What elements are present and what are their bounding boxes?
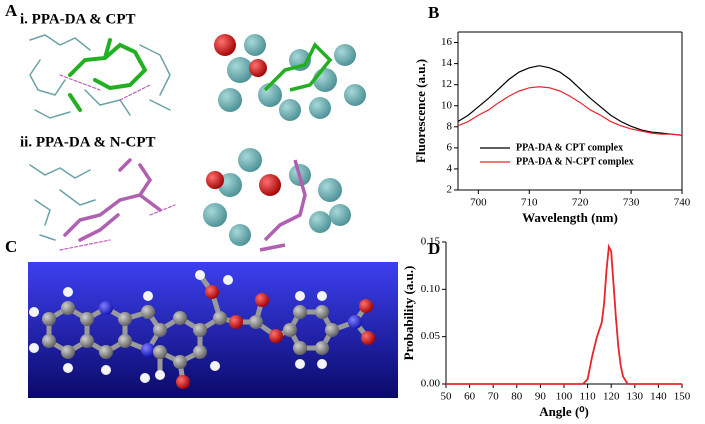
- panel-label: D: [428, 239, 440, 258]
- y-axis-label: Probability (a.u.): [401, 266, 416, 361]
- x-tick-label: 120: [603, 391, 620, 403]
- x-tick-label: 740: [674, 197, 691, 209]
- panel-label: B: [428, 3, 439, 22]
- molecule-ball-stick: [29, 270, 375, 389]
- y-tick-label: 2: [447, 184, 453, 196]
- caption: i. PPA-DA & CPT: [20, 11, 136, 27]
- y-tick-label: 8: [447, 120, 453, 132]
- x-tick-label: 60: [464, 391, 476, 403]
- y-tick-label: 10: [441, 99, 453, 111]
- x-tick-label: 700: [470, 197, 487, 209]
- x-tick-label: 80: [511, 391, 523, 403]
- x-tick-label: 150: [674, 391, 691, 403]
- x-tick-label: 130: [627, 391, 644, 403]
- panel-label: A: [5, 1, 18, 20]
- y-tick-label: 14: [441, 57, 453, 69]
- molecule-spheres: [214, 34, 366, 121]
- legend-label: PPA-DA & N-CPT complex: [516, 156, 634, 167]
- y-tick-label: 12: [441, 78, 452, 90]
- y-tick-label: 0.15: [421, 236, 441, 248]
- panel-label: C: [5, 237, 17, 256]
- x-tick-label: 50: [441, 391, 453, 403]
- data-line: [446, 243, 682, 385]
- x-tick-label: 70: [488, 391, 500, 403]
- x-tick-label: 720: [572, 197, 589, 209]
- molecule-spheres: [203, 148, 351, 252]
- x-tick-label: 140: [650, 391, 667, 403]
- y-tick-label: 0.10: [421, 283, 441, 295]
- x-tick-label: 100: [556, 391, 573, 403]
- x-tick-label: 710: [521, 197, 538, 209]
- y-tick-label: 16: [441, 36, 453, 48]
- y-tick-label: 6: [447, 141, 453, 153]
- molecule-sticks: [29, 34, 171, 119]
- render-background: [28, 262, 398, 398]
- legend-label: PPA-DA & CPT complex: [516, 142, 623, 153]
- data-line: [457, 65, 683, 136]
- caption: ii. PPA-DA & N-CPT: [20, 134, 156, 150]
- x-axis-label: Wavelength (nm): [522, 210, 618, 225]
- y-tick-label: 4: [447, 162, 453, 174]
- y-tick-label: 0.00: [421, 378, 441, 390]
- y-tick-label: 0.05: [421, 330, 441, 342]
- x-tick-label: 730: [623, 197, 640, 209]
- data-line: [457, 86, 683, 136]
- y-axis-label: Fluorescence (a.u.): [413, 59, 428, 163]
- x-tick-label: 110: [580, 391, 597, 403]
- x-tick-label: 90: [535, 391, 547, 403]
- molecule-sticks: [29, 158, 176, 251]
- x-axis-label: Angle (⁰): [539, 404, 589, 419]
